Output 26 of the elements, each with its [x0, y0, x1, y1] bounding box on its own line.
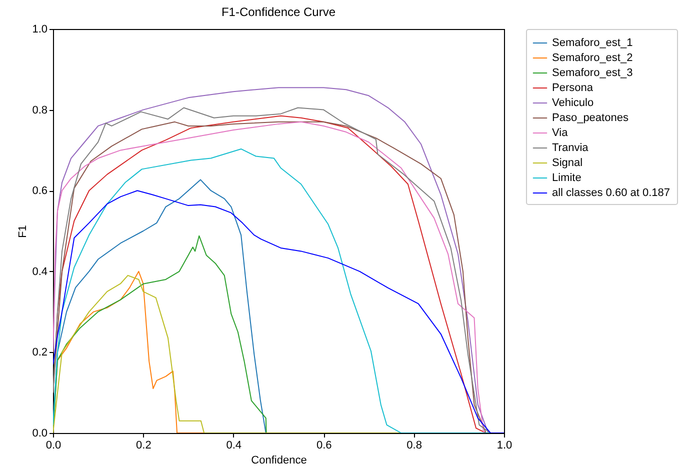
x-tick-label: 0.6 — [316, 440, 332, 452]
y-tick-label: 0.8 — [32, 104, 48, 116]
x-axis-title: Confidence — [251, 454, 307, 466]
x-tick-label: 0.4 — [226, 440, 242, 452]
legend-label: Tranvia — [552, 142, 590, 154]
legend-label: Signal — [552, 157, 583, 169]
legend-label: Via — [552, 127, 569, 139]
y-tick-label: 0.0 — [32, 428, 48, 440]
legend-label: Persona — [552, 82, 594, 94]
chart-title: F1-Confidence Curve — [221, 5, 336, 19]
y-tick-label: 0.4 — [32, 266, 48, 278]
legend-label: Limite — [552, 172, 582, 184]
y-tick-label: 1.0 — [32, 24, 48, 36]
x-tick-label: 0.2 — [136, 440, 152, 452]
y-tick-label: 0.2 — [32, 346, 48, 359]
x-tick-label: 0.8 — [406, 440, 422, 452]
legend-label: Semaforo_est_2 — [552, 52, 633, 64]
legend-label: Paso_peatones — [552, 112, 629, 124]
legend-label: Semaforo_est_1 — [552, 37, 633, 49]
legend-label: Vehiculo — [552, 97, 594, 109]
y-axis-title: F1 — [17, 225, 30, 238]
legend-label: all classes 0.60 at 0.187 — [552, 187, 670, 199]
x-tick-label: 1.0 — [496, 440, 512, 452]
x-tick-label: 0.0 — [46, 440, 62, 452]
legend-label: Semaforo_est_3 — [552, 67, 633, 79]
y-tick-label: 0.6 — [32, 185, 48, 198]
